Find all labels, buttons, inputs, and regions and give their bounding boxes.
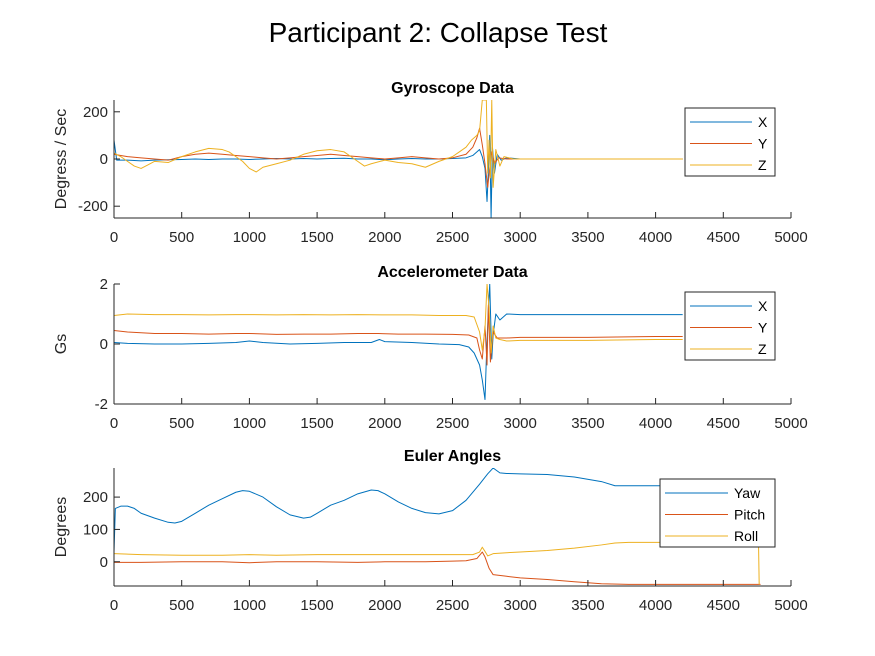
- x-tick-label: 0: [110, 415, 118, 432]
- legend-label-x: X: [758, 114, 768, 130]
- y-tick-label: 0: [100, 151, 108, 168]
- x-tick-label: 3000: [504, 597, 537, 614]
- chart-panel-2: 0 500 1000 1500 2000 2500 3000 3500 4000 4500 5000…: [53, 264, 808, 432]
- legend: Yaw Pitch Roll: [659, 478, 776, 548]
- x-tick-label: 3500: [571, 229, 604, 246]
- chart-title: Gyroscope Data: [391, 80, 514, 97]
- series-line-y: [114, 127, 683, 188]
- chart-panel-1: 0 500 1000 1500 2000 2500 3000 3500 4000 4500 5000…: [53, 80, 808, 246]
- y-tick-label: -200: [78, 198, 108, 215]
- x-tick-label: 1000: [233, 597, 266, 614]
- x-tick-label: 5000: [774, 597, 807, 614]
- series-line-y: [114, 304, 683, 366]
- series-line-pitch: [114, 551, 761, 585]
- chart-title: Accelerometer Data: [377, 264, 527, 281]
- y-tick-label: 0: [100, 554, 108, 571]
- x-tick-label: 2000: [368, 229, 401, 246]
- y-tick-label: -2: [95, 396, 108, 413]
- legend-label-roll: Roll: [734, 528, 758, 544]
- x-tick-label: 3000: [504, 229, 537, 246]
- y-tick-label: 0: [100, 336, 108, 353]
- x-tick-label: 4000: [639, 597, 672, 614]
- series-line-z: [114, 100, 683, 188]
- x-tick-label: 500: [169, 597, 194, 614]
- x-tick-label: 2000: [368, 415, 401, 432]
- y-axis-label: Degrees: [53, 497, 70, 557]
- legend-label-z: Z: [758, 157, 767, 173]
- x-tick-label: 4500: [707, 415, 740, 432]
- legend-label-y: Y: [758, 320, 768, 336]
- x-tick-label: 1000: [233, 229, 266, 246]
- y-axis-label: Degress / Sec: [53, 109, 70, 209]
- x-tick-label: 2000: [368, 597, 401, 614]
- series-line-x: [114, 284, 683, 400]
- x-tick-label: 4500: [707, 597, 740, 614]
- x-tick-label: 500: [169, 229, 194, 246]
- x-tick-label: 1500: [300, 415, 333, 432]
- y-axis-label: Gs: [53, 334, 70, 354]
- legend-label-pitch: Pitch: [734, 507, 765, 523]
- x-tick-label: 1500: [300, 597, 333, 614]
- x-tick-label: 0: [110, 229, 118, 246]
- chart-panel-3: 0 500 1000 1500 2000 2500 3000 3500 4000 4500 5000…: [53, 448, 808, 614]
- chart-title: Euler Angles: [404, 448, 501, 465]
- x-tick-label: 3000: [504, 415, 537, 432]
- x-tick-label: 4000: [639, 415, 672, 432]
- legend-label-z: Z: [758, 341, 767, 357]
- legend-label-yaw: Yaw: [734, 485, 761, 501]
- x-tick-label: 1000: [233, 415, 266, 432]
- x-tick-label: 0: [110, 597, 118, 614]
- x-tick-label: 3500: [571, 415, 604, 432]
- x-tick-label: 3500: [571, 597, 604, 614]
- x-tick-label: 4500: [707, 229, 740, 246]
- x-tick-label: 5000: [774, 415, 807, 432]
- legend-label-x: X: [758, 298, 768, 314]
- x-tick-label: 2500: [436, 597, 469, 614]
- x-tick-label: 2500: [436, 229, 469, 246]
- legend: XYZ: [684, 291, 776, 361]
- x-tick-label: 4000: [639, 229, 672, 246]
- series-line-z: [114, 284, 683, 354]
- legend: XYZ: [684, 107, 776, 177]
- series-line-x: [114, 134, 683, 218]
- legend-label-y: Y: [758, 136, 768, 152]
- x-tick-label: 1500: [300, 229, 333, 246]
- x-tick-label: 2500: [436, 415, 469, 432]
- y-tick-label: 100: [83, 521, 108, 538]
- x-tick-label: 500: [169, 415, 194, 432]
- figure-title: Participant 2: Collapse Test: [269, 17, 608, 48]
- series-line-roll: [114, 541, 760, 585]
- y-tick-label: 200: [83, 489, 108, 506]
- y-tick-label: 200: [83, 104, 108, 121]
- y-tick-label: 2: [100, 276, 108, 293]
- series-line-yaw: [114, 468, 683, 553]
- x-tick-label: 5000: [774, 229, 807, 246]
